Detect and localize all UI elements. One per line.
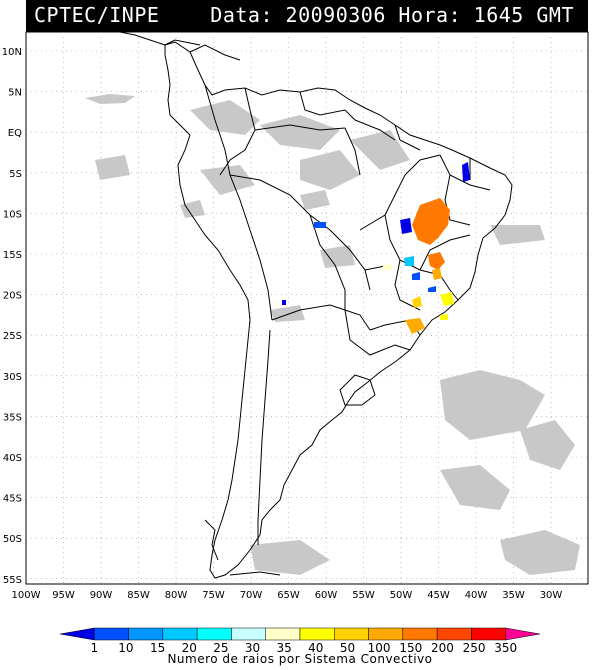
map-header: CPTEC/INPE Data: 20090306 Hora: 1645 GMT	[26, 0, 588, 32]
colorbar-swatch	[128, 627, 164, 641]
lat-label: 15S	[3, 250, 22, 261]
colorbar-title: Numero de raios por Sistema Convectivo	[167, 652, 433, 666]
colorbar-label: 40	[308, 641, 323, 655]
colorbar-swatch	[368, 627, 404, 641]
colorbar-label: 200	[431, 641, 454, 655]
lon-label: 90W	[90, 590, 113, 601]
lat-label: 35S	[3, 412, 22, 423]
lon-label: 65W	[277, 590, 300, 601]
lat-label: 55S	[3, 575, 22, 586]
colorbar-swatch	[162, 627, 198, 641]
lat-label: 50S	[3, 534, 22, 545]
datetime-label: Data: 20090306 Hora: 1645 GMT	[210, 3, 574, 27]
colorbar-label: 10	[118, 641, 133, 655]
convective-systems	[282, 162, 470, 334]
lon-label: 40W	[465, 590, 488, 601]
source-label: CPTEC/INPE	[34, 3, 160, 27]
colorbar-label: 250	[463, 641, 486, 655]
lat-label: 10N	[2, 47, 22, 58]
colorbar-swatch	[231, 627, 266, 641]
colorbar-label: 1	[90, 641, 98, 655]
lon-label: 50W	[390, 590, 413, 601]
colorbar-label: 30	[245, 641, 260, 655]
lat-label: 30S	[3, 372, 22, 383]
colorbar-label: 35	[277, 641, 292, 655]
colorbar-swatch	[471, 627, 506, 641]
lon-label: 60W	[315, 590, 338, 601]
lon-label: 75W	[202, 590, 225, 601]
lon-label: 80W	[165, 590, 188, 601]
lon-label: 30W	[540, 590, 563, 601]
lon-label: 45W	[427, 590, 450, 601]
longitude-labels: 100W 95W 90W 85W 80W 75W 70W 65W 60W 55W 50W 45W 40W…	[12, 590, 563, 601]
graticule	[26, 32, 588, 584]
colorbar-label: 150	[399, 641, 422, 655]
colorbar-swatch	[436, 627, 472, 641]
lon-label: 95W	[52, 590, 75, 601]
colorbar-label: 25	[213, 641, 228, 655]
colorbar-swatch	[94, 627, 129, 641]
colorbar-swatch	[402, 627, 438, 641]
colorbar-swatch	[299, 627, 335, 641]
colorbar-swatch	[59, 627, 95, 641]
lon-label: 35W	[502, 590, 525, 601]
colorbar: 1 10 15 20 25 30 35 40 50 100 150 200 250 350	[59, 627, 541, 655]
latitude-labels: 10N 5N EQ 5S 10S 15S 20S 25S 30S 35S 40S 45S 50S 55S	[2, 47, 22, 586]
lat-label: 25S	[3, 331, 22, 342]
lat-label: 10S	[3, 209, 22, 220]
lat-label: 5S	[9, 169, 22, 180]
lon-label: 70W	[240, 590, 263, 601]
lat-label: 20S	[3, 291, 22, 302]
lat-label: EQ	[8, 128, 22, 139]
colorbar-swatch	[265, 627, 301, 641]
lon-label: 85W	[127, 590, 150, 601]
colorbar-label: 50	[340, 641, 355, 655]
lon-label: 55W	[352, 590, 375, 601]
colorbar-label: 100	[368, 641, 391, 655]
coastline-borders	[119, 31, 513, 579]
colorbar-label: 20	[182, 641, 197, 655]
lat-label: 5N	[8, 88, 22, 99]
colorbar-label: 350	[494, 641, 517, 655]
colorbar-label: 15	[150, 641, 165, 655]
lat-label: 40S	[3, 453, 22, 464]
lat-label: 45S	[3, 494, 22, 505]
lon-label: 100W	[12, 590, 41, 601]
colorbar-swatch	[334, 627, 369, 641]
colorbar-swatch	[505, 627, 541, 641]
colorbar-swatch	[196, 627, 232, 641]
